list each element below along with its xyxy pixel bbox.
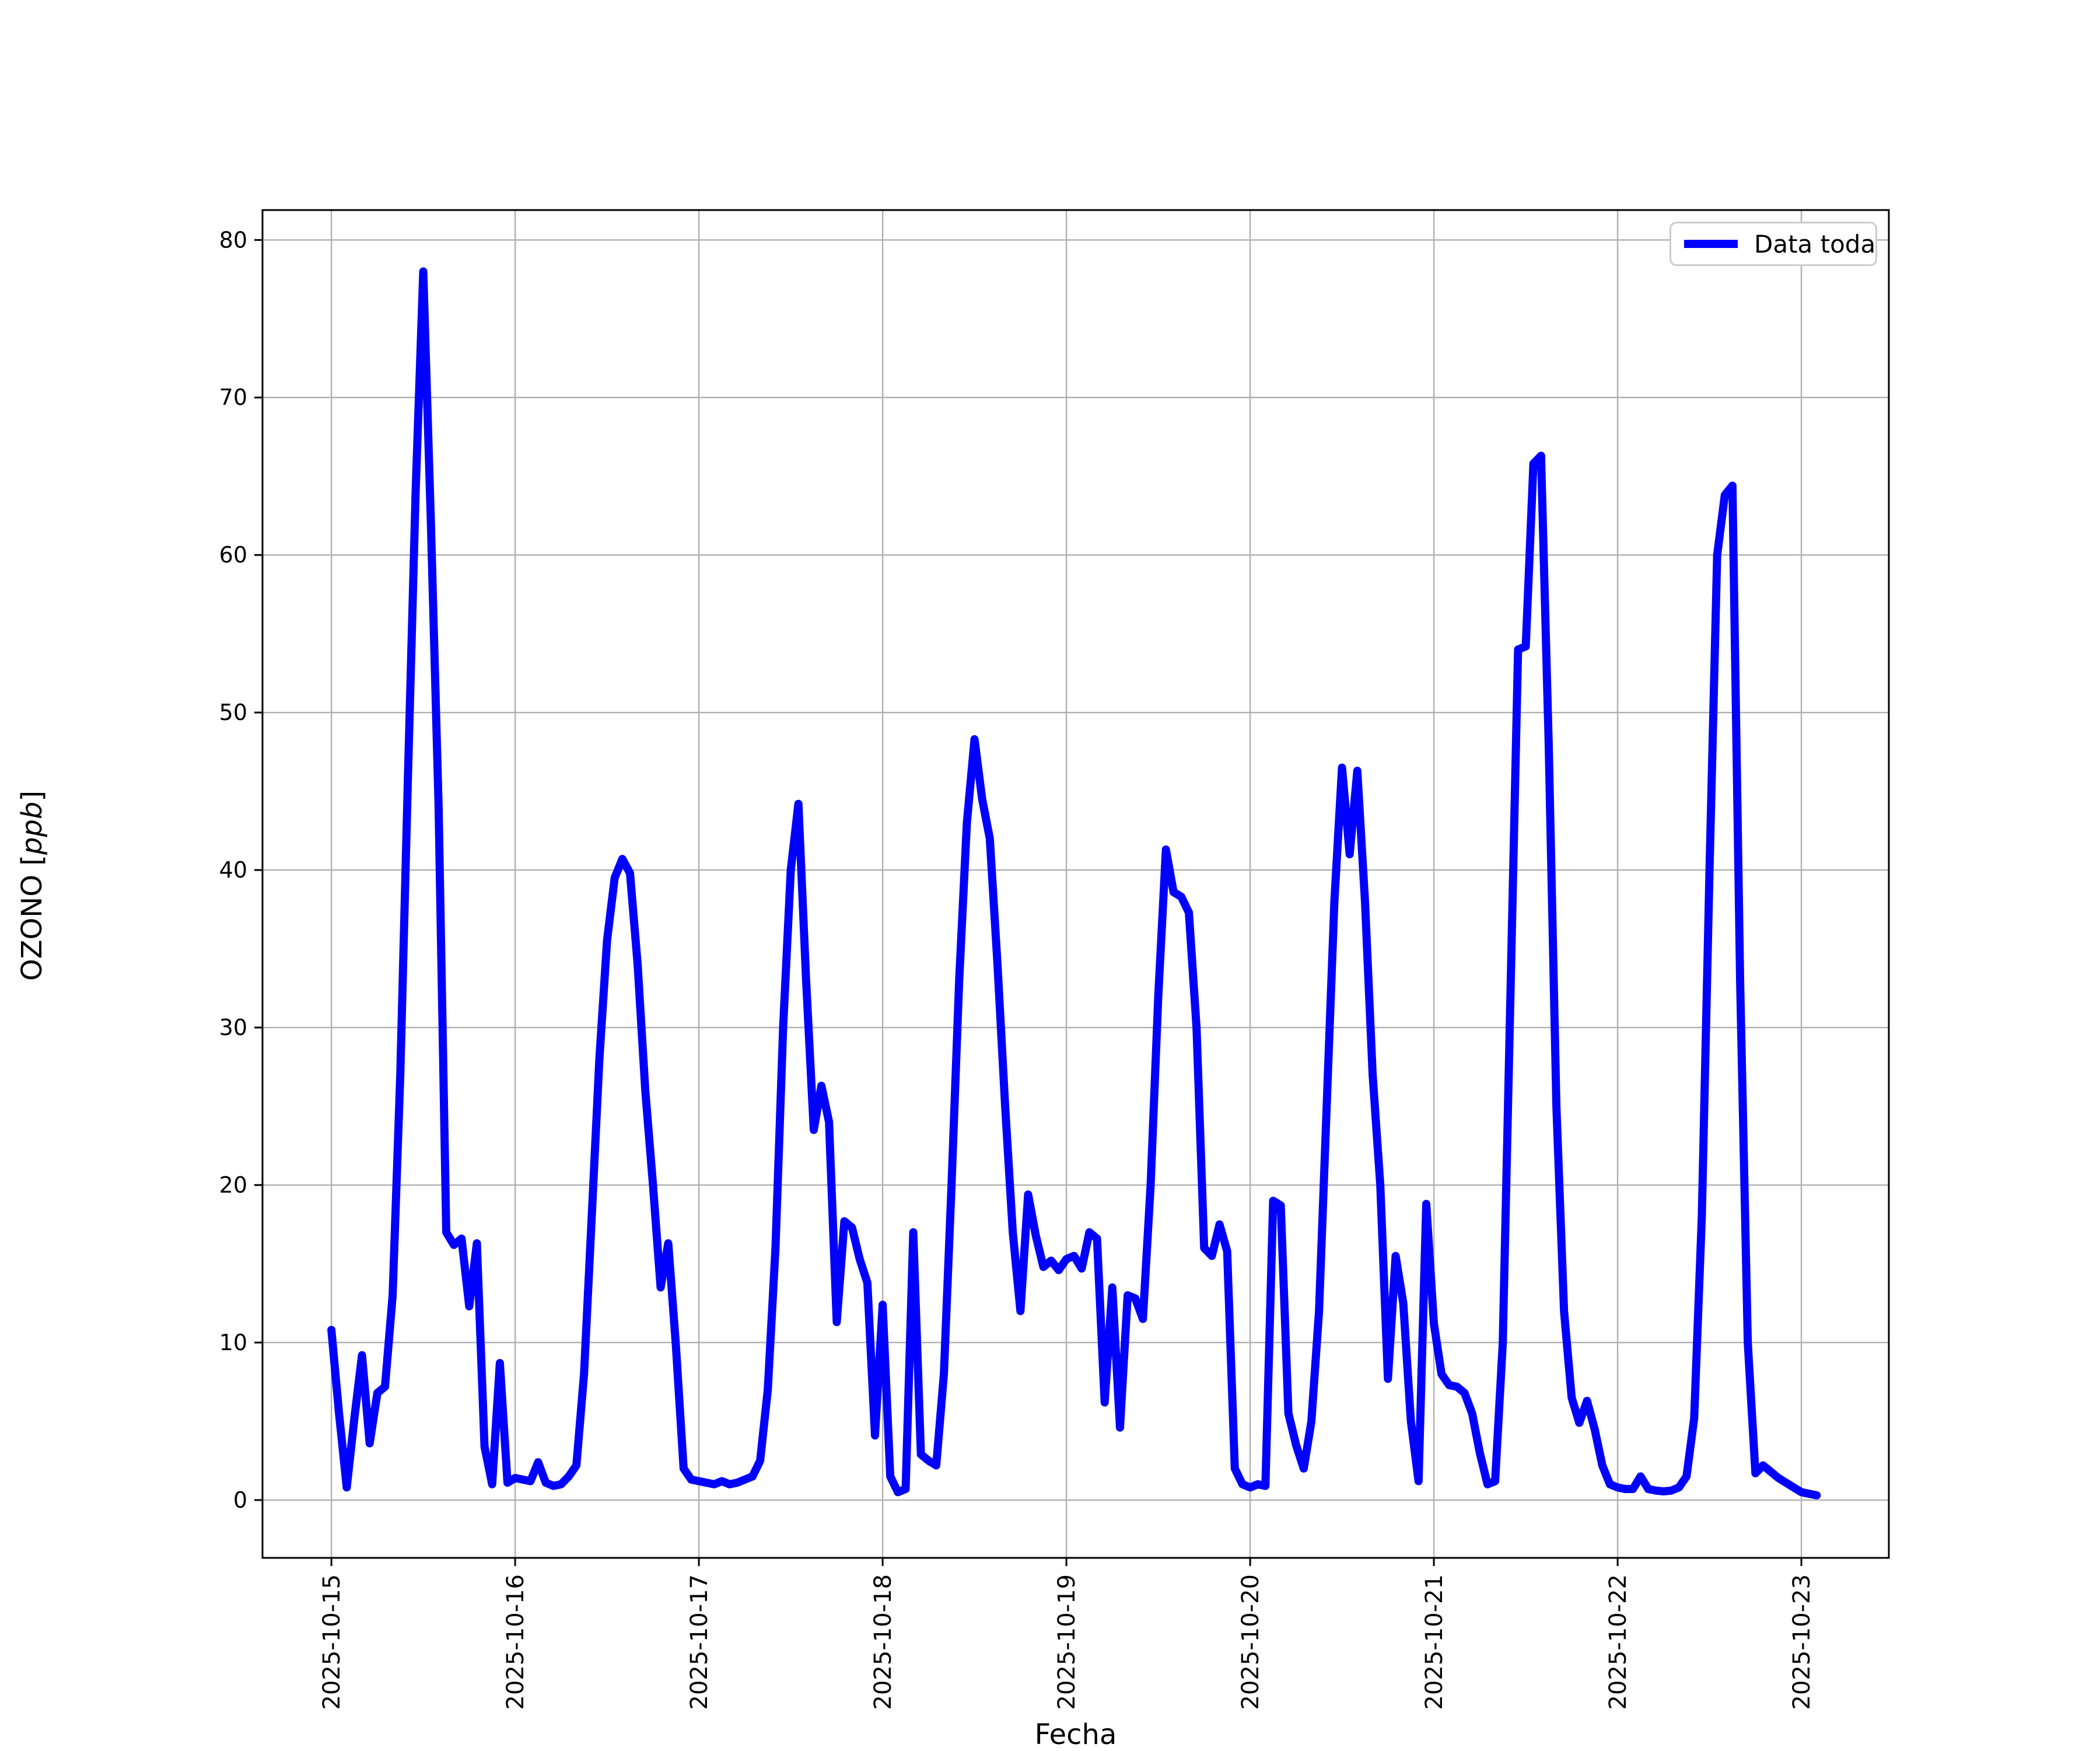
x-tick-label: 2025-10-20 bbox=[1237, 1574, 1264, 1710]
data-series bbox=[327, 267, 1821, 1500]
y-tick-labels: 0 10 20 30 40 50 60 70 80 bbox=[219, 227, 247, 1513]
plot-border bbox=[261, 209, 1890, 1559]
y-tick-label: 40 bbox=[219, 857, 247, 883]
y-axis-label-bracket: ] bbox=[16, 790, 48, 802]
x-tick-label: 2025-10-21 bbox=[1421, 1574, 1448, 1710]
legend-entry-label: Data toda bbox=[1754, 229, 1876, 258]
x-tick-label: 2025-10-17 bbox=[686, 1574, 713, 1710]
x-tick-label: 2025-10-22 bbox=[1605, 1574, 1632, 1710]
y-tick-label: 70 bbox=[219, 385, 247, 410]
axis-ticks bbox=[254, 239, 1803, 1566]
y-tick-label: 60 bbox=[219, 542, 247, 568]
y-axis-label-unit: ppb bbox=[16, 801, 48, 855]
y-tick-label: 80 bbox=[219, 227, 247, 253]
y-tick-label: 30 bbox=[219, 1015, 247, 1040]
y-tick-label: 10 bbox=[219, 1330, 247, 1355]
y-tick-label: 20 bbox=[219, 1172, 247, 1198]
x-tick-label: 2025-10-16 bbox=[502, 1574, 529, 1710]
data-line bbox=[327, 267, 1821, 1500]
gridlines bbox=[262, 210, 1889, 1558]
y-axis-label: OZONO [ppb] bbox=[16, 740, 48, 1032]
x-tick-label: 2025-10-15 bbox=[318, 1574, 345, 1710]
x-axis-label: Fecha bbox=[1034, 1718, 1117, 1751]
y-tick-label: 50 bbox=[219, 700, 247, 725]
x-tick-labels: 2025-10-15 2025-10-16 2025-10-17 2025-10-18… bbox=[318, 1574, 1815, 1710]
legend: Data toda bbox=[1670, 222, 1877, 266]
y-axis-label-text: OZONO [ bbox=[16, 855, 48, 981]
x-tick-label: 2025-10-18 bbox=[870, 1574, 897, 1710]
x-tick-label: 2025-10-19 bbox=[1054, 1574, 1080, 1710]
x-tick-label: 2025-10-23 bbox=[1788, 1574, 1815, 1710]
y-tick-label: 0 bbox=[233, 1487, 247, 1513]
legend-line-sample bbox=[1684, 240, 1738, 248]
